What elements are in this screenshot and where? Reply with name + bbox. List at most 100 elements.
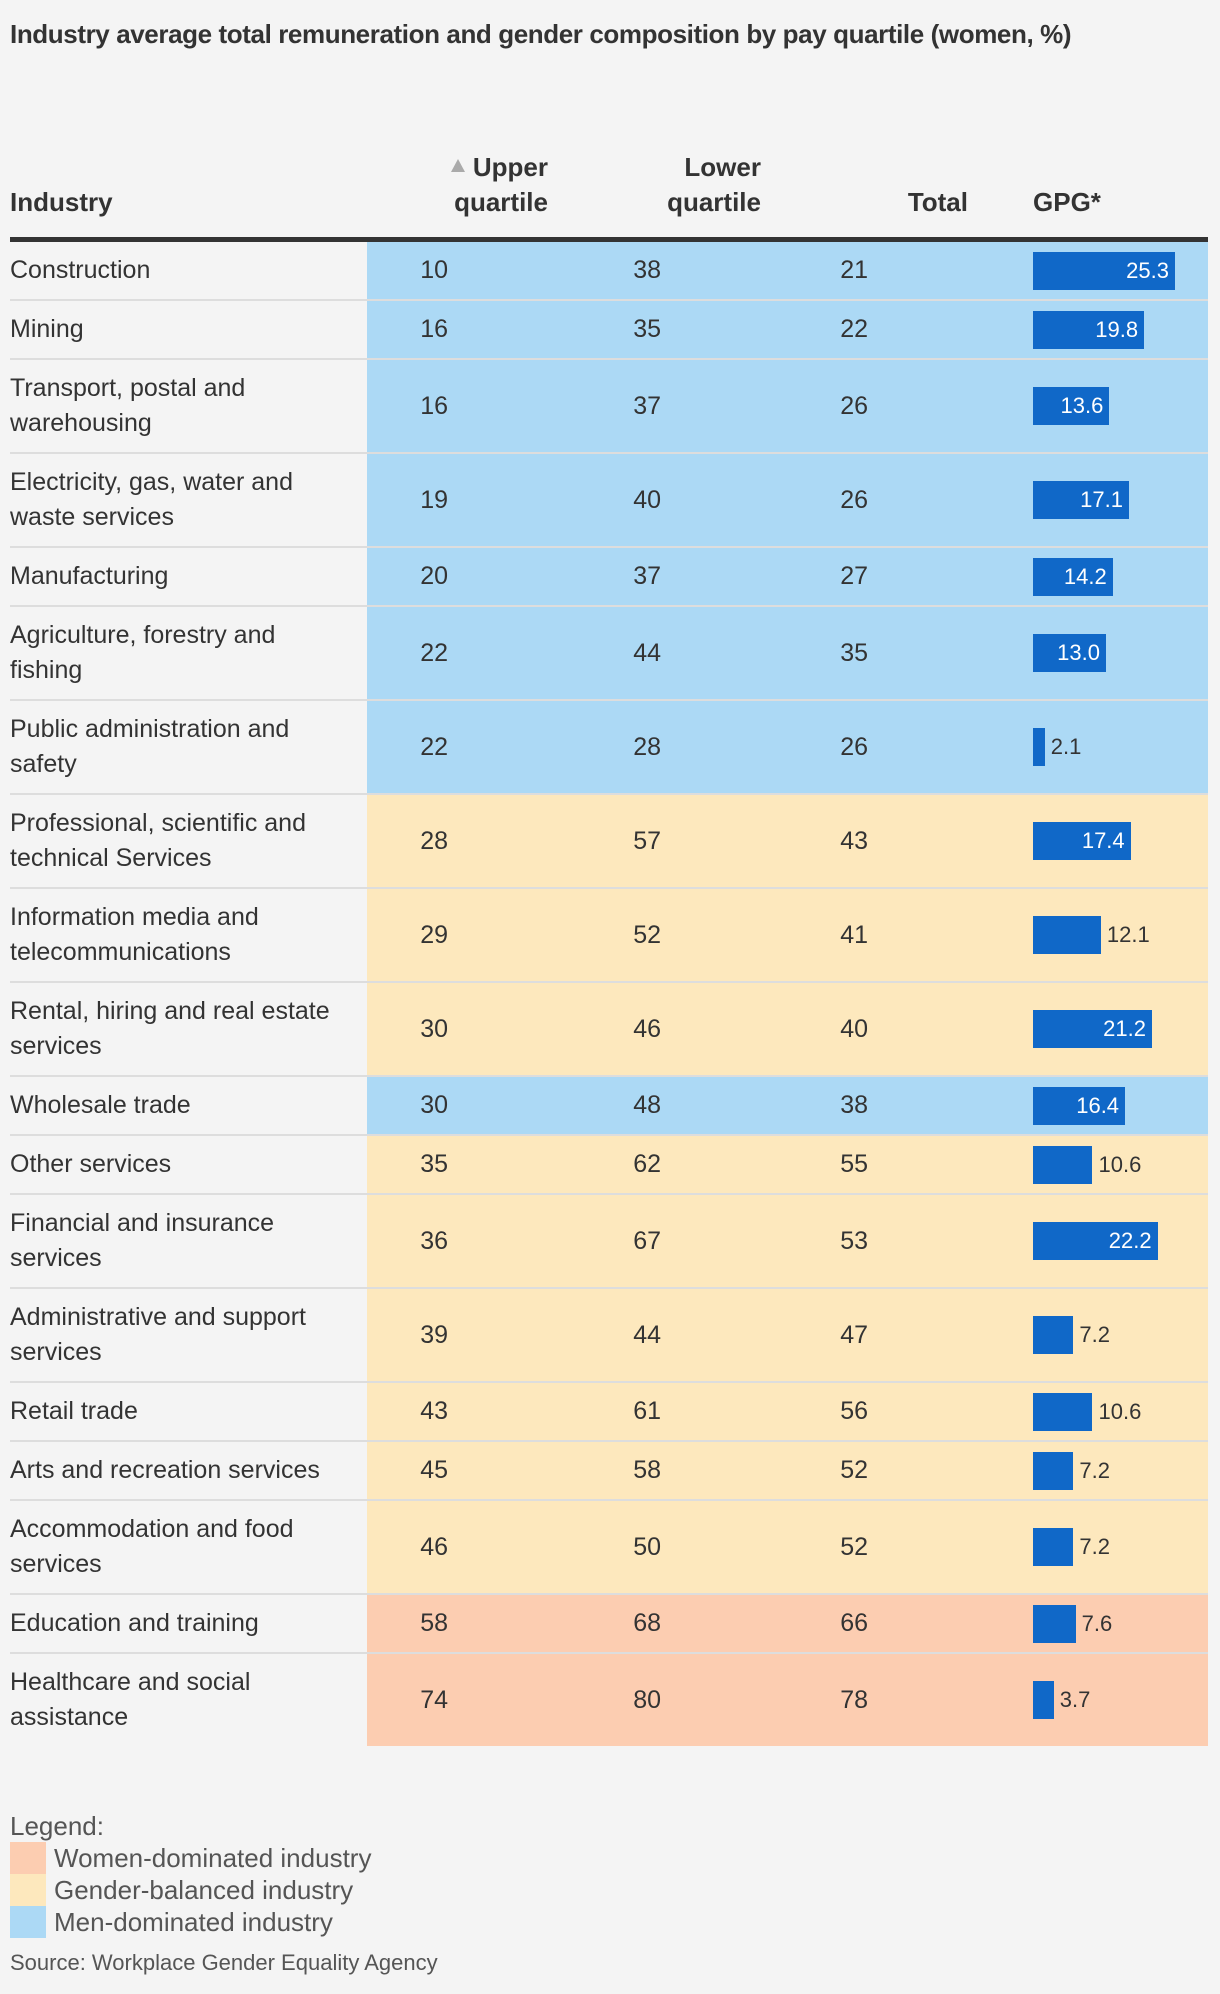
gpg-bar: 10.6 (1033, 1392, 1141, 1431)
header-upper-line1: Upper (472, 152, 548, 182)
gpg-bar: 14.2 (1033, 557, 1113, 596)
header-industry[interactable]: Industry (10, 187, 113, 217)
industry-cell: Healthcare and social assistance (10, 1668, 251, 1731)
table-row: Education and training 58 68 66 7.6 (10, 1595, 1208, 1654)
upper-cell: 58 (420, 1609, 448, 1637)
table-row: Retail trade 43 61 56 10.6 (10, 1383, 1208, 1442)
gpg-bar: 16.4 (1033, 1086, 1126, 1125)
gpg-label: 21.2 (1103, 1016, 1146, 1041)
gpg-label: 22.2 (1108, 1228, 1152, 1253)
lower-cell: 58 (633, 1456, 661, 1484)
gpg-label: 13.0 (1057, 640, 1100, 665)
legend: Legend: Women-dominated industry Gender-b… (10, 1810, 371, 1938)
gpg-label: 7.2 (1079, 1457, 1110, 1483)
category-shade: 36 67 53 22.2 (367, 1195, 1208, 1287)
table-row: Construction 10 38 21 25.3 (10, 242, 1208, 301)
gpg-label: 7.2 (1079, 1534, 1110, 1559)
total-cell: 26 (840, 732, 868, 761)
industry-cell: Public administration and safety (10, 715, 290, 778)
header-lower-quartile[interactable]: Lower quartile (611, 150, 761, 220)
industry-cell: Professional, scientific and technical S… (10, 809, 306, 872)
industry-cell: Retail trade (10, 1397, 138, 1425)
total-cell: 38 (840, 1091, 868, 1119)
gpg-bar: 22.2 (1033, 1222, 1158, 1260)
category-shade: 29 52 41 12.1 (367, 889, 1208, 981)
gpg-bar: 7.2 (1033, 1316, 1110, 1354)
legend-swatch (10, 1906, 46, 1938)
industry-cell: Education and training (10, 1609, 259, 1637)
legend-swatch (10, 1842, 46, 1874)
gpg-label: 3.7 (1059, 1687, 1091, 1712)
category-shade: 19 40 26 17.1 (367, 454, 1208, 546)
lower-cell: 67 (633, 1226, 661, 1255)
total-cell: 22 (840, 315, 868, 343)
gpg-label: 7.6 (1081, 1610, 1113, 1636)
gpg-bar: 7.2 (1033, 1451, 1110, 1490)
gpg-bar: 13.0 (1033, 634, 1106, 672)
upper-cell: 39 (420, 1320, 448, 1349)
table-row: Professional, scientific and technical S… (10, 795, 1208, 889)
upper-cell: 16 (420, 315, 448, 343)
legend-item: Gender-balanced industry (10, 1874, 371, 1906)
total-cell: 78 (840, 1685, 868, 1714)
gpg-bar: 17.1 (1033, 481, 1129, 519)
header-total[interactable]: Total (907, 187, 968, 217)
header-lower-line1: Lower (684, 152, 761, 182)
lower-cell: 57 (633, 826, 661, 855)
total-cell: 56 (840, 1397, 868, 1425)
category-shade: 74 80 78 3.7 (367, 1654, 1208, 1746)
total-cell: 35 (840, 638, 868, 667)
legend-swatch (10, 1874, 46, 1906)
industry-cell: Other services (10, 1150, 172, 1178)
total-cell: 66 (840, 1609, 868, 1637)
lower-cell: 37 (633, 562, 661, 590)
table-row: Arts and recreation services 45 58 52 7.2 (10, 1442, 1208, 1501)
gpg-label: 17.4 (1081, 828, 1125, 853)
legend-title: Legend: (10, 1811, 104, 1841)
gpg-label: 10.6 (1098, 1151, 1142, 1177)
category-shade: 30 48 38 16.4 (367, 1077, 1208, 1134)
gpg-label: 25.3 (1126, 257, 1169, 283)
gpg-bar: 19.8 (1033, 310, 1145, 349)
header-upper-quartile[interactable]: Upper quartile (398, 150, 548, 220)
industry-cell: Manufacturing (10, 562, 169, 590)
lower-cell: 44 (633, 1320, 661, 1349)
gpg-label: 12.1 (1106, 922, 1150, 947)
table-row: Administrative and support services 39 44 4… (10, 1289, 1208, 1383)
upper-cell: 22 (420, 638, 448, 667)
industry-cell: Financial and insurance services (10, 1209, 275, 1272)
gpg-bar: 3.7 (1033, 1681, 1090, 1719)
legend-label: Gender-balanced industry (54, 1874, 354, 1905)
upper-cell: 10 (420, 256, 448, 284)
total-cell: 41 (840, 920, 868, 949)
upper-cell: 46 (420, 1532, 448, 1561)
lower-cell: 46 (633, 1014, 661, 1043)
category-shade: 46 50 52 7.2 (367, 1501, 1208, 1593)
table-row: Transport, postal and warehousing 16 37 26 1… (10, 360, 1208, 454)
upper-cell: 74 (420, 1685, 448, 1714)
gpg-label: 14.2 (1063, 563, 1107, 589)
gpg-label: 10.6 (1098, 1398, 1142, 1424)
industry-cell: Construction (10, 256, 151, 284)
lower-cell: 48 (633, 1091, 661, 1119)
category-shade: 20 37 27 14.2 (367, 548, 1208, 605)
table-row: Information media and telecommunications… (10, 889, 1208, 983)
upper-cell: 35 (420, 1150, 448, 1178)
gpg-bar: 2.1 (1033, 728, 1081, 766)
legend-item: Women-dominated industry (10, 1842, 371, 1874)
lower-cell: 52 (633, 920, 661, 949)
legend-item: Men-dominated industry (10, 1906, 371, 1938)
table-row: Electricity, gas, water and waste servic… (10, 454, 1208, 548)
gpg-bar: 17.4 (1033, 822, 1131, 860)
upper-cell: 43 (420, 1397, 448, 1425)
source-note: Source: Workplace Gender Equality Agency (10, 1950, 438, 1975)
header-gpg[interactable]: GPG* (1033, 187, 1101, 217)
table-row: Rental, hiring and real estate services 3… (10, 983, 1208, 1077)
category-shade: 35 62 55 10.6 (367, 1136, 1208, 1193)
table-row: Other services 35 62 55 10.6 (10, 1136, 1208, 1195)
category-shade: 39 44 47 7.2 (367, 1289, 1208, 1381)
lower-cell: 62 (633, 1150, 661, 1178)
gpg-bar: 12.1 (1033, 916, 1150, 954)
lower-cell: 61 (633, 1397, 661, 1425)
category-shade: 30 46 40 21.2 (367, 983, 1208, 1075)
